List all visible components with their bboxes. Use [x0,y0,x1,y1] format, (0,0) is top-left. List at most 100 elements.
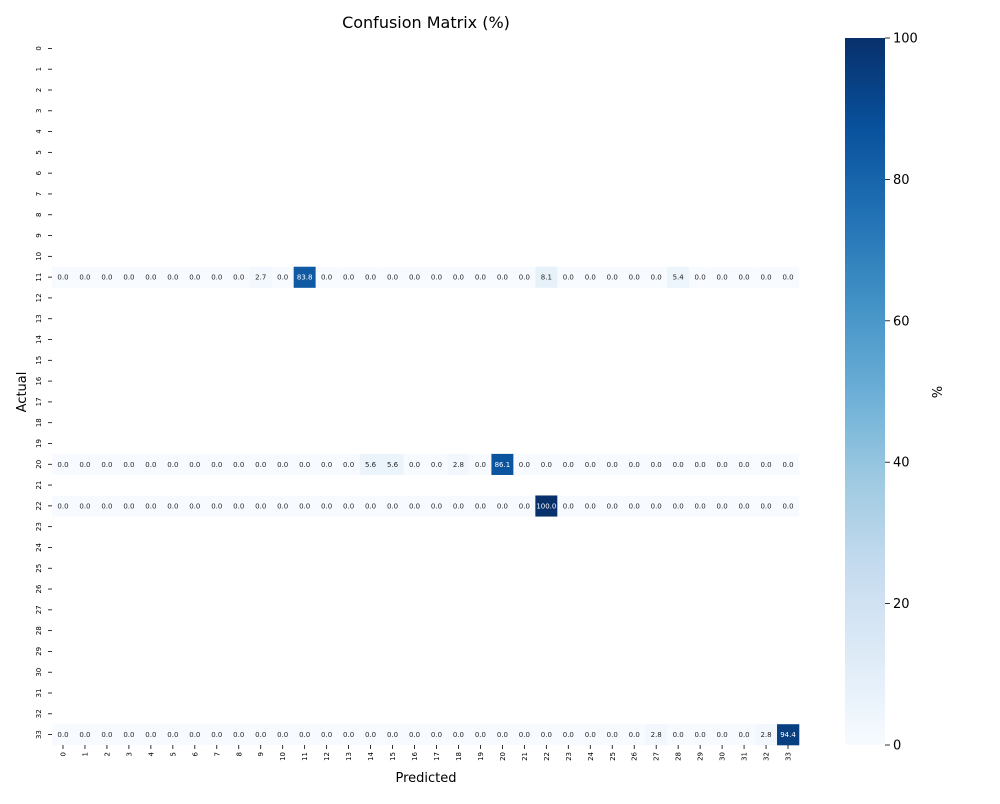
cell-value-label: 0.0 [431,502,442,510]
colorbar-tick-label: 60 [893,314,910,329]
cell-value-label: 0.0 [409,274,420,282]
cell-value-label: 0.0 [739,461,750,469]
x-tick-label: 15 [389,752,397,761]
heatmap-cell [139,453,163,475]
cell-value-label: 0.0 [782,502,793,510]
cell-value-label: 0.0 [607,731,618,739]
heatmap-cell [733,724,756,746]
cell-value-label: 2.8 [760,731,771,739]
heatmap-cell [667,266,690,288]
heatmap-cell [249,724,273,746]
cell-value-label: 0.0 [387,502,398,510]
heatmap-cell [447,453,470,475]
heatmap-cell [491,266,514,288]
heatmap-cell [95,453,119,475]
cell-value-label: 8.1 [541,274,552,282]
heatmap-cell [205,495,229,517]
heatmap-cell [227,266,251,288]
chart-title: Confusion Matrix (%) [342,13,510,32]
cell-value-label: 0.0 [629,274,640,282]
cell-value-label: 0.0 [365,731,376,739]
cell-value-label: 0.0 [651,502,662,510]
cell-value-label: 0.0 [760,274,771,282]
cell-value-label: 0.0 [233,731,244,739]
heatmap-cell [403,266,426,288]
x-tick-label: 5 [169,752,177,756]
heatmap-cell [315,495,338,517]
heatmap-cell [557,453,580,475]
cell-value-label: 0.0 [79,731,90,739]
heatmap-cell [117,266,141,288]
heatmap-cell [117,495,141,517]
y-tick-label: 12 [35,293,43,302]
heatmap-cell [183,495,207,517]
y-tick-label: 6 [35,170,43,175]
colorbar-tick-label: 80 [893,173,910,188]
cell-value-label: 0.0 [255,461,266,469]
y-tick-label: 3 [35,109,43,113]
cell-value-label: 0.0 [585,461,596,469]
cell-value-label: 0.0 [519,461,530,469]
heatmap-cell [52,495,75,517]
heatmap-cell [623,266,646,288]
cell-value-label: 0.0 [57,731,68,739]
heatmap-cell [249,453,273,475]
heatmap-cell [469,495,492,517]
cell-value-label: 0.0 [629,731,640,739]
cell-value-label: 0.0 [453,731,464,739]
heatmap-cell [601,724,624,746]
heatmap-cell [579,724,602,746]
cell-value-label: 0.0 [607,274,618,282]
heatmap-cell [623,453,646,475]
heatmap-cell [755,495,778,517]
cell-value-label: 0.0 [563,502,574,510]
cell-value-label: 0.0 [233,461,244,469]
heatmap-cell [447,266,470,288]
heatmap-cell [557,266,580,288]
heatmap-cell [249,266,273,288]
heatmap-cell [777,453,800,475]
colorbar-tick-label: 0 [893,739,901,754]
heatmap-cell [52,453,75,475]
cell-value-label: 0.0 [387,731,398,739]
heatmap-cell [337,724,360,746]
heatmap-cell [271,495,294,517]
heatmap-cell [689,453,712,475]
y-tick-label: 32 [35,709,43,718]
x-tick-label: 27 [653,752,661,761]
x-tick-label: 9 [257,752,265,756]
cell-value-label: 0.0 [123,502,134,510]
cell-value-label: 0.0 [497,274,508,282]
y-tick-label: 18 [35,418,43,427]
cell-value-label: 5.4 [673,274,685,282]
x-tick-label: 19 [477,752,485,761]
y-tick-label: 26 [35,584,43,593]
heatmap-cell [755,453,778,475]
cell-value-label: 0.0 [782,274,793,282]
heatmap-cell [271,724,294,746]
heatmap-cell [755,266,778,288]
cell-value-label: 0.0 [321,274,332,282]
y-tick-label: 20 [35,460,43,469]
cell-value-label: 0.0 [629,461,640,469]
heatmap-cell [293,266,316,288]
colorbar-tick-label: 40 [893,456,910,471]
heatmap-cell [73,453,97,475]
heatmap-cell [711,266,734,288]
cell-value-label: 0.0 [519,731,530,739]
heatmap-cell [535,495,558,517]
x-tick-label: 17 [433,752,441,761]
cell-value-label: 0.0 [519,502,530,510]
cell-value-label: 0.0 [365,502,376,510]
cell-value-label: 0.0 [585,274,596,282]
x-tick-label: 12 [323,752,331,761]
y-tick-label: 8 [35,213,43,217]
heatmap-cell [315,266,338,288]
cell-value-label: 0.0 [607,502,618,510]
cell-value-label: 0.0 [343,461,354,469]
cell-value-label: 0.0 [760,502,771,510]
cell-value-label: 0.0 [387,274,398,282]
cell-value-label: 0.0 [760,461,771,469]
y-tick-label: 16 [35,376,43,385]
